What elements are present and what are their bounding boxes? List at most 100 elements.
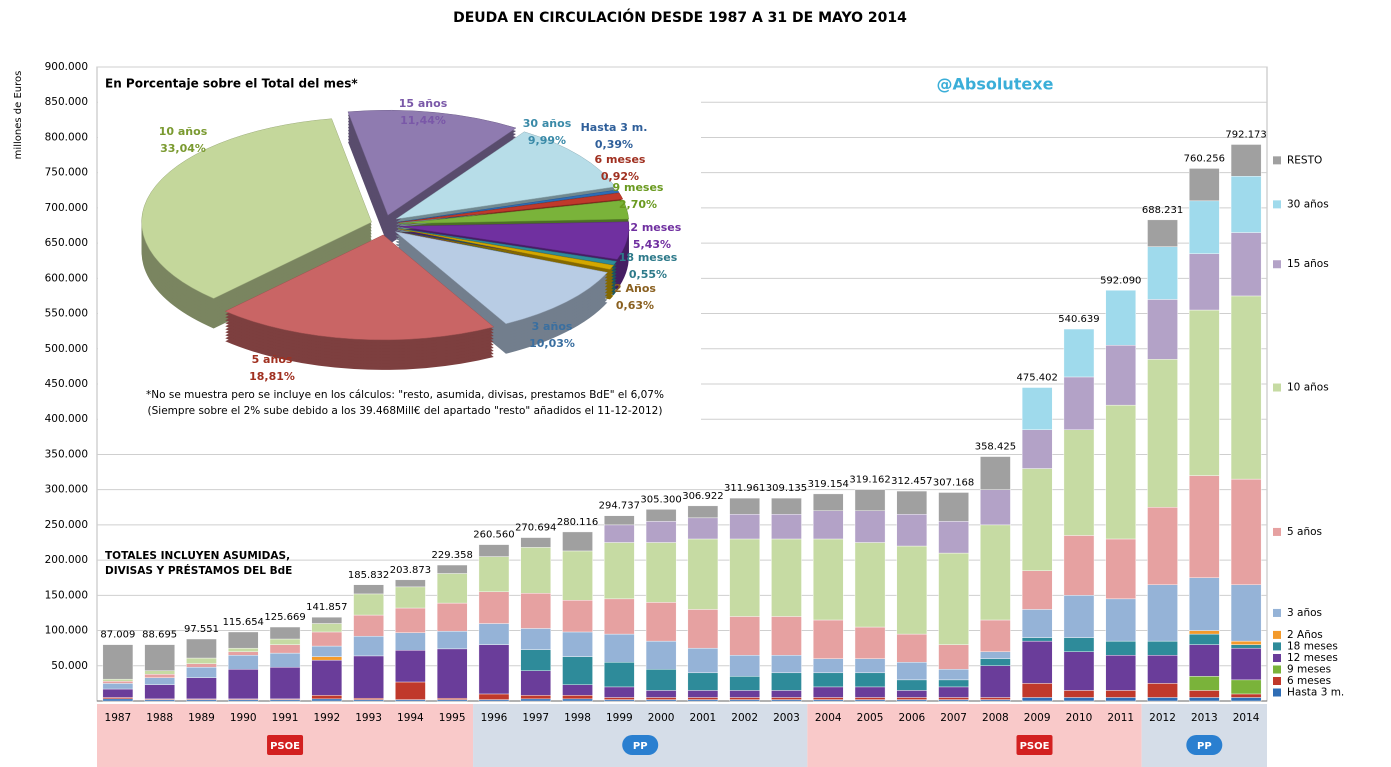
- party-logo: [267, 735, 304, 755]
- total-label: 97.551: [184, 624, 219, 635]
- bar-segment: [1230, 693, 1262, 698]
- total-label: 88.695: [142, 630, 177, 641]
- bar-segment: [729, 655, 760, 677]
- bar-segment: [311, 645, 343, 657]
- pie-label: 2 Años: [614, 282, 656, 295]
- bar-segment: [729, 697, 760, 700]
- bar-segment: [228, 699, 259, 702]
- bar-segment: [395, 632, 426, 651]
- bar-segment: [353, 655, 384, 699]
- legend-label: 15 años: [1287, 258, 1329, 270]
- bar-segment: [144, 677, 175, 685]
- x-tick-label: 1995: [439, 712, 466, 724]
- bar-segment: [604, 633, 635, 663]
- pie-slice: [395, 231, 608, 325]
- bar-segment: [729, 616, 760, 656]
- total-label: 792.173: [1225, 129, 1266, 140]
- pie-value-label: 2,70%: [619, 198, 657, 211]
- total-label: 229.358: [431, 550, 472, 561]
- bar-segment: [645, 521, 677, 543]
- pie-slice: [397, 228, 615, 270]
- bar-segment: [896, 490, 928, 515]
- legend-swatch: [1273, 654, 1281, 662]
- y-tick-label: 850.000: [45, 96, 88, 108]
- bar-segment: [1230, 640, 1262, 645]
- bar-segment: [1189, 200, 1220, 254]
- bar-segment: [1063, 328, 1095, 378]
- chart-title: DEUDA EN CIRCULACIÓN DESDE 1987 A 31 DE …: [453, 8, 907, 26]
- bar-segment: [436, 648, 468, 699]
- bar-segment: [980, 524, 1011, 621]
- bar-segment: [562, 600, 593, 633]
- pie-label: 10 años: [159, 125, 208, 138]
- bar-segment: [144, 684, 175, 700]
- bar-segment: [436, 602, 468, 632]
- y-tick-label: 600.000: [45, 272, 88, 284]
- pie-slice: [224, 234, 495, 341]
- bar-segment: [520, 547, 551, 594]
- y-tick-label: 150.000: [45, 589, 88, 601]
- bar-segment: [896, 545, 928, 635]
- y-tick-label: 50.000: [51, 660, 88, 672]
- total-label: 260.560: [473, 530, 514, 541]
- y-tick-label: 250.000: [45, 519, 88, 531]
- bar-segment: [1105, 404, 1136, 540]
- bar-segment: [854, 686, 886, 698]
- x-tick-label: 1997: [522, 712, 549, 724]
- bar-segment: [353, 584, 384, 595]
- bar-segment: [1189, 253, 1220, 311]
- bar-segment: [269, 644, 301, 654]
- bar-segment: [520, 698, 551, 702]
- bar-segment: [645, 699, 677, 702]
- bar-segment: [687, 505, 719, 519]
- bar-segment: [854, 658, 886, 674]
- bar-segment: [687, 672, 719, 691]
- bar-segment: [436, 697, 468, 700]
- bar-segment: [1189, 690, 1220, 698]
- bar-segment: [520, 649, 551, 671]
- bar-segment: [1021, 429, 1053, 469]
- bar-segment: [311, 656, 343, 661]
- bar-segment: [645, 690, 677, 698]
- bar-segment: [1105, 690, 1136, 698]
- total-label: 319.162: [849, 475, 890, 486]
- total-label: 688.231: [1142, 205, 1183, 216]
- watermark: @Absolutexe: [937, 75, 1054, 94]
- y-tick-label: 800.000: [45, 131, 88, 143]
- pie-value-label: 0,39%: [595, 138, 633, 151]
- bar-segment: [1021, 683, 1053, 698]
- pie-note: *No se muestra pero se incluye en los cá…: [146, 389, 664, 401]
- bar-segment: [269, 638, 301, 645]
- total-label: 309.135: [766, 483, 807, 494]
- bar-segment: [102, 697, 134, 700]
- pie-label: 18 meses: [619, 251, 678, 264]
- x-tick-label: 2008: [982, 712, 1009, 724]
- bar-segment: [687, 690, 719, 698]
- bar-segment: [813, 672, 844, 688]
- total-label: 760.256: [1184, 153, 1225, 164]
- bar-segment: [1230, 584, 1262, 642]
- bar-segment: [771, 538, 802, 617]
- bar-segment: [144, 699, 175, 702]
- bar-segment: [645, 542, 677, 603]
- bar-segment: [729, 676, 760, 691]
- bar-segment: [687, 538, 719, 610]
- bar-segment: [562, 531, 593, 552]
- legend-label: 18 meses: [1287, 640, 1338, 652]
- pie-slice: [396, 131, 616, 220]
- y-tick-label: 450.000: [45, 378, 88, 390]
- bar-segment: [562, 550, 593, 601]
- bar-segment: [102, 698, 134, 702]
- pie-label: Hasta 3 m.: [581, 121, 648, 134]
- bar-segment: [1063, 651, 1095, 691]
- bar-segment: [102, 678, 134, 682]
- bar-segment: [353, 699, 384, 702]
- bar-segment: [1189, 475, 1220, 578]
- bar-segment: [854, 626, 886, 659]
- bar-segment: [896, 679, 928, 691]
- bar-segment: [1105, 345, 1136, 406]
- bar-segment: [269, 699, 301, 702]
- bar-segment: [771, 616, 802, 656]
- bar-segment: [896, 633, 928, 663]
- pie-label: 15 años: [399, 97, 448, 110]
